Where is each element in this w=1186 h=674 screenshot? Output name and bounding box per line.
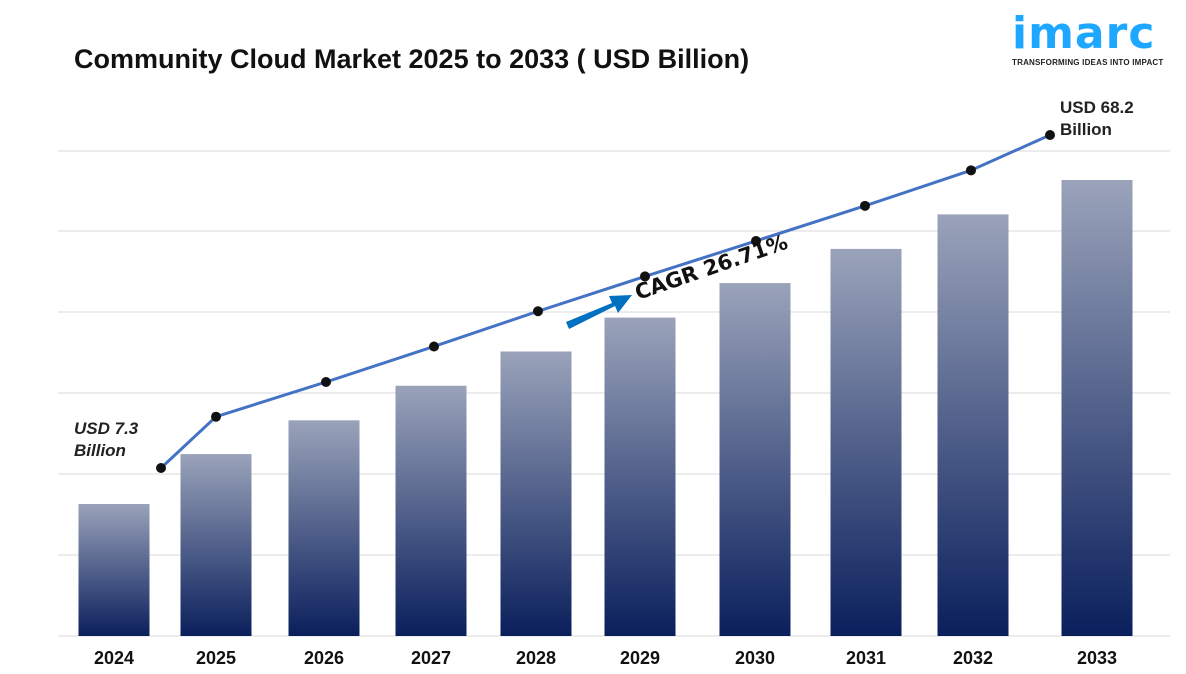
logo-tagline: TRANSFORMING IDEAS INTO IMPACT	[1012, 58, 1164, 67]
bar-2025	[180, 454, 252, 636]
cagr-arrow-icon	[566, 295, 632, 329]
x-tick-label: 2025	[196, 648, 236, 668]
bar-2032	[937, 214, 1009, 636]
line-point-2026	[321, 377, 331, 388]
line-point-2028	[533, 306, 543, 317]
x-tick-label: 2031	[846, 648, 886, 668]
logo-word: imarc	[1012, 8, 1156, 59]
bar-2030	[719, 283, 791, 636]
line-point-2030	[751, 235, 761, 246]
end-value-label-line2: Billion	[1060, 120, 1112, 139]
bar-2029	[604, 317, 676, 636]
line-point-2033	[1045, 130, 1055, 140]
start-value-label-line2: Billion	[74, 441, 126, 460]
x-tick-label: 2028	[516, 648, 556, 668]
x-tick-label: 2027	[411, 648, 451, 668]
bar-2031	[830, 248, 902, 636]
bar-2028	[500, 351, 572, 636]
end-value-label-line1: USD 68.2	[1060, 98, 1134, 117]
line-point-2025	[211, 411, 221, 422]
line-point-2024	[156, 463, 166, 473]
chart-title: Community Cloud Market 2025 to 2033 ( US…	[74, 44, 750, 74]
imarc-logo: imarc TRANSFORMING IDEAS INTO IMPACT	[1012, 8, 1172, 68]
x-tick-label: 2026	[304, 648, 344, 668]
bar-2033	[1061, 180, 1133, 636]
start-value-label-line1: USD 7.3	[74, 419, 139, 438]
bar-2026	[288, 420, 360, 636]
x-tick-label: 2033	[1077, 648, 1117, 668]
trend-line	[159, 133, 1051, 470]
x-tick-label: 2032	[953, 648, 993, 668]
x-tick-label: 2029	[620, 648, 660, 668]
x-tick-label: 2024	[94, 648, 134, 668]
bar-2024	[78, 504, 150, 636]
x-tick-label: 2030	[735, 648, 775, 668]
bar-2027	[395, 385, 467, 636]
line-point-2029	[640, 271, 650, 282]
line-point-2032	[966, 165, 976, 176]
line-point-2031	[860, 200, 870, 211]
line-point-2027	[429, 341, 439, 352]
